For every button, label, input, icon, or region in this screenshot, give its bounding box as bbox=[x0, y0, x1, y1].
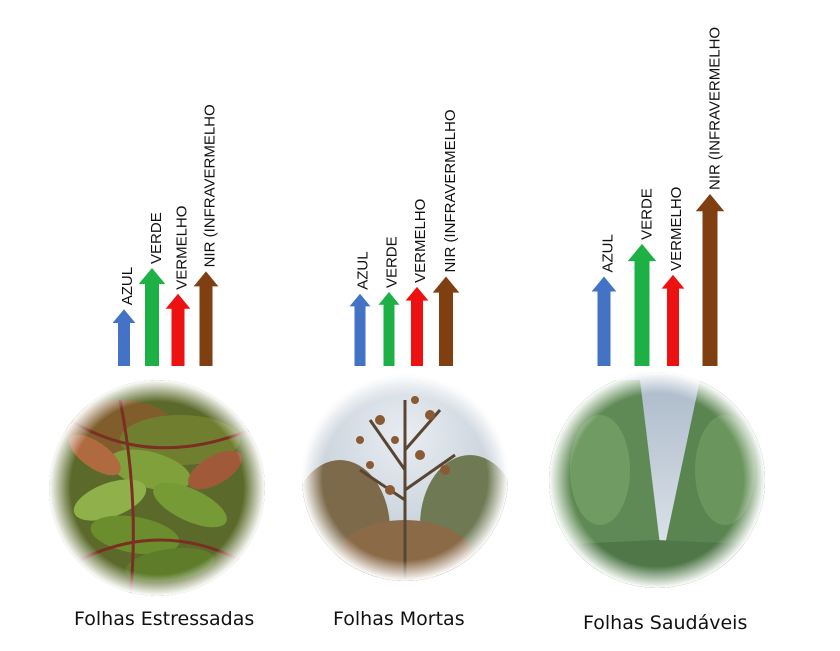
arrow-label: VERMELHO bbox=[174, 206, 191, 290]
arrow-label: VERDE bbox=[639, 188, 656, 240]
arrow-shape bbox=[627, 243, 657, 366]
arrow-green-panel-1: VERDE bbox=[138, 212, 166, 366]
dead-leaves-tree-photo bbox=[302, 375, 508, 581]
arrow-label: NIR (INFRAVERMELHO bbox=[202, 104, 219, 267]
healthy-eucalyptus-row-photo bbox=[549, 372, 765, 588]
arrow-shape bbox=[138, 267, 166, 366]
arrow-label: AZUL bbox=[600, 234, 617, 272]
arrow-label: VERMELHO bbox=[668, 187, 685, 271]
arrow-shape bbox=[112, 309, 136, 366]
caption-dead-leaves: Folhas Mortas bbox=[333, 608, 465, 630]
arrow-shape bbox=[405, 286, 429, 366]
arrow-shape bbox=[378, 292, 400, 366]
reflectance-arrows: AZUL VERDE VERMELHO NIR (INFRAVERMELHO AZUL V… bbox=[112, 27, 725, 366]
arrow-brown-panel-3: NIR (INFRAVERMELHO bbox=[695, 27, 725, 366]
arrow-label: AZUL bbox=[355, 251, 372, 289]
arrow-blue-panel-1: AZUL bbox=[112, 267, 136, 366]
arrow-blue-panel-3: AZUL bbox=[591, 234, 617, 366]
arrow-green-panel-2: VERDE bbox=[378, 236, 401, 366]
arrow-shape bbox=[591, 276, 617, 366]
arrow-blue-panel-2: AZUL bbox=[349, 251, 372, 366]
arrow-brown-panel-2: NIR (INFRAVERMELHO bbox=[432, 109, 460, 366]
arrow-label: NIR (INFRAVERMELHO bbox=[442, 109, 459, 272]
arrow-label: AZUL bbox=[119, 267, 136, 305]
arrow-shape bbox=[349, 293, 371, 366]
arrow-label: NIR (INFRAVERMELHO bbox=[707, 27, 724, 190]
arrow-shape bbox=[695, 194, 725, 366]
arrow-shape bbox=[193, 271, 219, 366]
arrow-shape bbox=[165, 293, 191, 366]
arrow-shape bbox=[661, 274, 685, 366]
arrow-red-panel-2: VERMELHO bbox=[405, 199, 429, 366]
arrow-label: VERDE bbox=[148, 212, 165, 264]
arrow-shape bbox=[432, 276, 460, 366]
caption-stressed-leaves: Folhas Estressadas bbox=[74, 608, 255, 630]
arrow-label: VERDE bbox=[384, 236, 401, 288]
arrow-red-panel-3: VERMELHO bbox=[661, 187, 685, 366]
arrow-brown-panel-1: NIR (INFRAVERMELHO bbox=[193, 104, 219, 366]
stressed-leaves-photo bbox=[49, 380, 265, 596]
arrow-red-panel-1: VERMELHO bbox=[165, 206, 191, 366]
arrow-green-panel-3: VERDE bbox=[627, 188, 657, 366]
caption-healthy-leaves: Folhas Saudáveis bbox=[583, 612, 748, 634]
arrow-label: VERMELHO bbox=[412, 199, 429, 283]
